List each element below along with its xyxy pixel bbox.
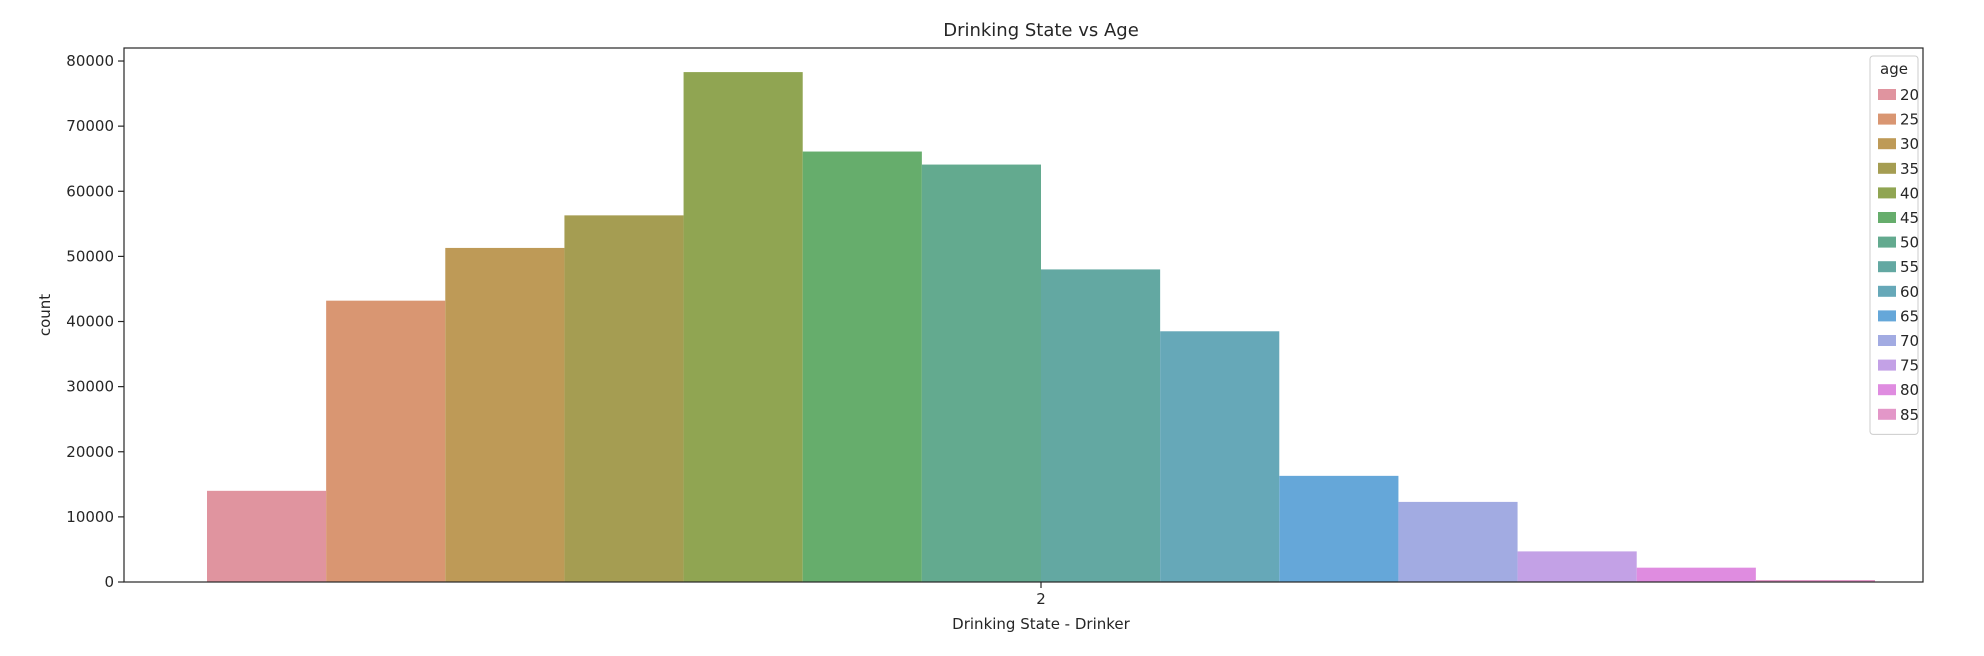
y-tick-label: 50000 <box>66 247 114 265</box>
bars-group <box>207 72 1875 583</box>
bar-age-80 <box>1636 567 1756 582</box>
bar-age-65 <box>1279 475 1399 582</box>
bar-age-60 <box>1160 331 1280 582</box>
y-tick-label: 80000 <box>66 52 114 70</box>
legend-label-20: 20 <box>1900 86 1919 104</box>
legend-swatch-75 <box>1878 359 1896 371</box>
legend-label-75: 75 <box>1900 357 1919 375</box>
bar-age-25 <box>326 300 446 582</box>
bar-age-20 <box>207 490 327 582</box>
legend-label-60: 60 <box>1900 283 1919 301</box>
legend-swatch-65 <box>1878 310 1896 322</box>
legend-swatch-35 <box>1878 162 1896 174</box>
bar-age-35 <box>564 215 684 583</box>
legend-label-30: 30 <box>1900 135 1919 153</box>
y-tick-label: 10000 <box>66 508 114 526</box>
legend-swatch-20 <box>1878 89 1896 100</box>
legend-swatch-50 <box>1878 236 1896 248</box>
legend-swatch-85 <box>1878 408 1896 420</box>
bar-age-85 <box>1755 580 1875 582</box>
x-axis-label: Drinking State - Drinker <box>952 615 1130 633</box>
y-tick-label: 70000 <box>66 117 114 135</box>
y-tick-label: 30000 <box>66 378 114 396</box>
legend-label-55: 55 <box>1900 258 1919 276</box>
y-tick-label: 60000 <box>66 182 114 200</box>
legend-swatch-25 <box>1878 113 1896 125</box>
x-tick-label: 2 <box>1036 590 1046 608</box>
plot-frame <box>123 47 1924 583</box>
y-axis: 0 10000 20000 30000 40000 50000 60000 70000 8000… <box>66 52 124 591</box>
legend-label-25: 25 <box>1900 111 1919 129</box>
bar-age-45 <box>802 151 922 583</box>
legend-swatch-40 <box>1878 187 1896 199</box>
bar-age-70 <box>1398 501 1518 582</box>
bar-age-55 <box>1041 269 1161 582</box>
bar-age-40 <box>683 72 803 582</box>
legend-label-50: 50 <box>1900 234 1919 252</box>
legend-label-80: 80 <box>1900 381 1919 399</box>
legend-label-85: 85 <box>1900 406 1919 424</box>
bar-age-30 <box>445 247 565 583</box>
legend-label-40: 40 <box>1900 184 1919 202</box>
legend-swatch-60 <box>1878 285 1896 297</box>
y-tick-label: 0 <box>104 573 114 591</box>
bar-age-50 <box>921 164 1041 582</box>
legend-title: age <box>1880 60 1908 78</box>
legend-swatch-70 <box>1878 335 1896 346</box>
legend: age 20 25 30 35 40 45 50 55 60 65 70 75 80 85 <box>1869 55 1919 435</box>
legend-swatch-45 <box>1878 212 1896 223</box>
legend-label-45: 45 <box>1900 209 1919 227</box>
legend-label-70: 70 <box>1900 332 1919 350</box>
legend-swatch-55 <box>1878 261 1896 273</box>
chart-title: Drinking State vs Age <box>943 20 1139 41</box>
y-tick-label: 20000 <box>66 443 114 461</box>
x-axis: 2 <box>1036 582 1046 608</box>
bar-age-75 <box>1517 551 1637 582</box>
legend-swatch-30 <box>1878 138 1896 150</box>
legend-swatch-80 <box>1878 384 1896 396</box>
y-axis-label: count <box>36 294 54 336</box>
y-tick-label: 40000 <box>66 313 114 331</box>
legend-label-35: 35 <box>1900 160 1919 178</box>
legend-label-65: 65 <box>1900 307 1919 325</box>
